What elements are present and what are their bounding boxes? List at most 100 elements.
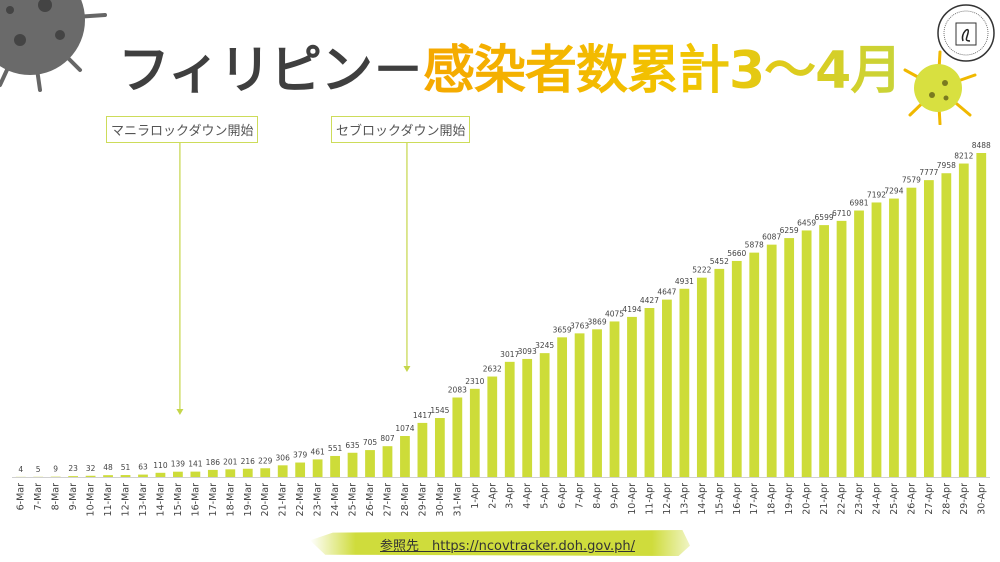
bar [330,455,340,477]
data-label: 6459 [797,218,816,227]
bar [836,220,847,477]
x-tick-label: 13-Apr [679,483,690,515]
data-label: 3245 [535,341,554,350]
bar [365,450,375,477]
bar [714,268,725,477]
bar [434,418,445,477]
bar [138,474,148,477]
bar [173,471,183,477]
data-label: 705 [363,438,378,447]
x-tick-label: 15-Apr [714,483,725,515]
bar [277,465,288,477]
data-label: 1417 [413,411,432,420]
bar [85,475,96,477]
x-tick-label: 23-Mar [313,483,324,517]
data-label: 3763 [570,321,589,330]
bar [941,173,952,478]
x-tick-label: 25-Mar [348,483,359,517]
bar [155,472,166,477]
x-tick-label: 21-Mar [278,483,289,517]
data-label: 4075 [605,309,624,318]
title-country: フィリピン－ [118,41,424,101]
data-label: 461 [310,447,325,456]
data-label: 139 [171,460,186,469]
x-tick-label: 22-Mar [295,483,306,517]
bar [819,225,829,477]
data-label: 379 [293,451,308,460]
data-label: 6710 [832,209,851,218]
data-label: 8488 [972,141,991,150]
data-label: 5222 [692,266,711,275]
data-label: 5452 [710,257,729,266]
annotation-cebu: セブロックダウン開始 [331,116,471,143]
data-label: 9 [53,465,58,474]
data-label: 6259 [780,226,799,235]
bar [731,260,742,477]
x-tick-label: 11-Mar [103,483,114,517]
x-tick-label: 31-Mar [452,483,463,517]
x-tick-label: 14-Apr [697,483,708,515]
x-tick-label: 9-Mar [68,483,79,510]
data-label: 7294 [884,187,903,196]
bar [452,397,463,477]
x-tick-label: 26-Apr [906,483,917,515]
source-footer: 参照先 https://ncovtracker.doh.gov.ph/ [310,530,690,556]
bar [225,469,236,477]
x-tick-label: 12-Mar [121,483,132,517]
bar [976,153,987,477]
bar [958,163,969,477]
data-label: 4931 [675,277,694,286]
x-tick-label: 20-Apr [802,483,813,515]
data-label: 3659 [553,325,572,334]
x-tick-label: 6-Mar [16,483,27,510]
bar [784,238,795,477]
title-subject: 感染者数累計3～4月 [422,41,902,101]
x-tick-label: 18-Mar [225,483,236,517]
data-label: 807 [380,434,395,443]
x-tick-label: 27-Mar [382,483,393,517]
data-label: 141 [188,460,203,469]
bar [469,388,480,477]
x-tick-label: 9-Apr [610,483,621,509]
bar [260,468,271,477]
bar [592,329,602,477]
data-label: 551 [328,444,343,453]
x-tick-label: 24-Mar [330,483,341,517]
bar [906,187,917,477]
data-label: 48 [103,463,113,472]
data-label: 2083 [448,385,467,394]
bar [766,244,777,477]
annotation-manila: マニラロックダウン開始 [106,116,259,143]
bar [609,321,620,477]
bar [574,333,585,477]
virus-yellow-icon [903,50,977,125]
data-label: 4647 [657,288,676,297]
data-label: 5 [36,465,41,474]
data-label: 3869 [588,317,607,326]
x-tick-label: 26-Mar [365,483,376,517]
x-tick-label: 14-Mar [155,483,166,517]
bar [103,475,113,477]
data-label: 1545 [430,406,449,415]
x-tick-label: 10-Mar [86,483,97,517]
bar [347,452,358,477]
data-label: 32 [86,464,96,473]
x-tick-label: 18-Apr [767,483,778,515]
x-tick-label: 8-Apr [592,483,603,509]
bar [120,475,131,477]
x-tick-label: 10-Apr [627,483,638,515]
source-link[interactable]: 参照先 https://ncovtracker.doh.gov.ph/ [380,539,636,554]
data-label: 2310 [465,377,484,386]
bar [295,462,306,477]
x-tick-label: 21-Apr [819,483,830,515]
x-tick-label: 19-Mar [243,483,254,517]
bar [382,446,393,477]
data-label: 3093 [518,347,537,356]
data-label: 6599 [815,213,834,222]
data-label: 201 [223,457,238,466]
bar [801,230,812,477]
bar [242,468,253,477]
data-label: 216 [241,457,256,466]
x-tick-label: 29-Apr [959,483,970,515]
bar [871,202,882,477]
